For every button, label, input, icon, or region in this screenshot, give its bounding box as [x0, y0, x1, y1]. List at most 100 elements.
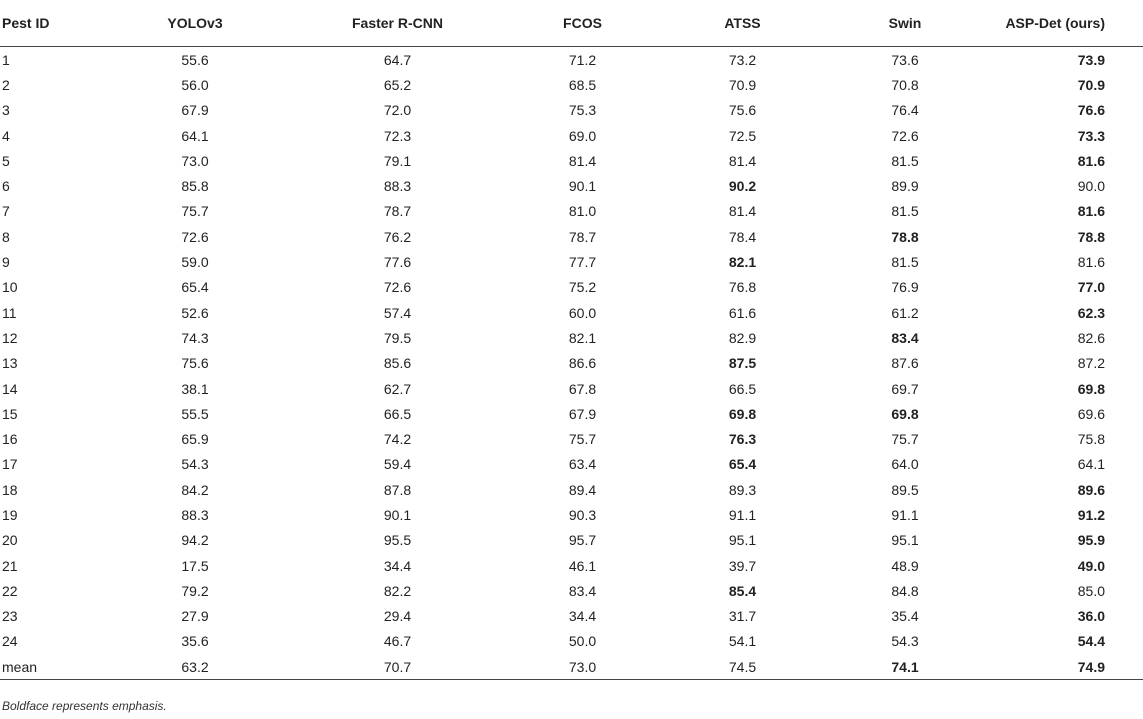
column-header: Swin	[825, 0, 985, 47]
table-cell: 76.4	[891, 102, 919, 119]
table-cell: 82.2	[383, 582, 412, 599]
table-cell: 59.0	[181, 254, 209, 271]
table-cell: 36.0	[1077, 608, 1105, 625]
table-cell: 68.5	[568, 76, 597, 93]
table-cell: 91.1	[728, 506, 757, 523]
table-cell: 17.5	[181, 557, 209, 574]
table-cell: 7	[2, 203, 10, 220]
table-row: 21 17.5 34.4 46.1 39.7 48.9 49.0	[0, 553, 1143, 578]
table-cell: 22	[2, 582, 18, 599]
table-cell: 84.8	[891, 582, 919, 599]
table-cell: 74.9	[985, 654, 1143, 681]
column-header: YOLOv3	[100, 0, 290, 47]
table-cell: 87.6	[891, 355, 919, 372]
table-cell: 75.7	[568, 431, 597, 448]
table-cell: 65.2	[383, 76, 412, 93]
table-cell: 76.2	[383, 228, 412, 245]
table-cell: 85.4	[728, 582, 757, 599]
table-cell: 82.1	[568, 329, 597, 346]
table-cell: 95.5	[383, 532, 412, 549]
column-header: Pest ID	[0, 0, 100, 47]
table-cell: 75.7	[891, 431, 919, 448]
table-cell: 48.9	[891, 557, 919, 574]
table-cell: 89.3	[728, 481, 757, 498]
table-cell: 85.0	[1077, 582, 1105, 599]
table-cell: 55.5	[181, 405, 209, 422]
table-cell: 73.2	[728, 51, 757, 68]
table-cell: 63.4	[568, 456, 597, 473]
table-row: mean 63.2 70.7 73.0 74.5 74.1 74.9	[0, 654, 1143, 681]
table-cell: 75.8	[1077, 431, 1105, 448]
table-cell: 70.9	[728, 76, 757, 93]
table-cell: 90.3	[568, 506, 597, 523]
table-cell: 88.3	[181, 506, 209, 523]
table-cell: 76.6	[1077, 102, 1105, 119]
table-cell: 81.4	[728, 152, 757, 169]
table-cell: 95.1	[891, 532, 919, 549]
table-cell: 73.6	[891, 51, 919, 68]
table-cell: 17	[2, 456, 18, 473]
table-cell: 81.5	[891, 254, 919, 271]
table-cell: 79.5	[383, 329, 412, 346]
table-cell: 78.8	[1077, 228, 1105, 245]
table-cell: 54.4	[1077, 633, 1105, 650]
table-cell: 64.1	[181, 127, 209, 144]
table-row: 19 88.3 90.1 90.3 91.1 91.1 91.2	[0, 502, 1143, 527]
table-cell: 74.1	[825, 654, 985, 681]
table-row: 5 73.0 79.1 81.4 81.4 81.5 81.6	[0, 148, 1143, 173]
table-cell: 76.3	[728, 431, 757, 448]
table-cell: 81.4	[568, 152, 597, 169]
table-row: 9 59.0 77.6 77.7 82.1 81.5 81.6	[0, 249, 1143, 274]
table-cell: 72.6	[891, 127, 919, 144]
table-cell: 75.6	[728, 102, 757, 119]
table-cell: 69.0	[568, 127, 597, 144]
table-cell: 54.3	[181, 456, 209, 473]
table-row: 17 54.3 59.4 63.4 65.4 64.0 64.1	[0, 452, 1143, 477]
table-body: 1 55.6 64.7 71.2 73.2 73.6 73.9 2 56.0 65.2 68.5 70…	[0, 47, 1143, 681]
table-cell: 81.0	[568, 203, 597, 220]
table-cell: 82.6	[1077, 329, 1105, 346]
table-cell: 91.2	[1077, 506, 1105, 523]
table-cell: 89.9	[891, 178, 919, 195]
column-header: ASP-Det (ours)	[985, 0, 1143, 47]
table-cell: 72.5	[728, 127, 757, 144]
table-cell: 64.7	[383, 51, 412, 68]
table-cell: 64.1	[1077, 456, 1105, 473]
table-cell: 82.1	[728, 254, 757, 271]
table-cell: 69.7	[891, 380, 919, 397]
table-cell: 85.6	[383, 355, 412, 372]
table-cell: 69.8	[891, 405, 919, 422]
table-cell: mean	[0, 654, 100, 681]
table-cell: 75.6	[181, 355, 209, 372]
table-cell: 78.7	[568, 228, 597, 245]
table-cell: 65.4	[728, 456, 757, 473]
table-cell: 38.1	[181, 380, 209, 397]
table-cell: 90.0	[1077, 178, 1105, 195]
table-cell: 87.8	[383, 481, 412, 498]
table-cell: 76.8	[728, 279, 757, 296]
table-cell: 81.5	[891, 152, 919, 169]
table-cell: 31.7	[728, 608, 757, 625]
table-cell: 65.4	[181, 279, 209, 296]
table-cell: 69.8	[728, 405, 757, 422]
table-cell: 3	[2, 102, 10, 119]
table-row: 24 35.6 46.7 50.0 54.1 54.3 54.4	[0, 629, 1143, 654]
table-cell: 59.4	[383, 456, 412, 473]
table-cell: 87.5	[728, 355, 757, 372]
table-cell: 72.6	[181, 228, 209, 245]
header-row: Pest ID YOLOv3 Faster R-CNN FCOS ATSS Swin ASP…	[0, 0, 1143, 47]
table-cell: 74.5	[660, 654, 825, 681]
table-cell: 62.3	[1077, 304, 1105, 321]
table-cell: 69.6	[1077, 405, 1105, 422]
table-cell: 70.9	[1077, 76, 1105, 93]
table-cell: 24	[2, 633, 18, 650]
table-cell: 95.7	[568, 532, 597, 549]
table-cell: 65.9	[181, 431, 209, 448]
table-cell: 81.6	[1077, 254, 1105, 271]
table-cell: 4	[2, 127, 10, 144]
table-row: 14 38.1 62.7 67.8 66.5 69.7 69.8	[0, 376, 1143, 401]
table-cell: 21	[2, 557, 18, 574]
table-cell: 87.2	[1077, 355, 1105, 372]
table-cell: 8	[2, 228, 10, 245]
